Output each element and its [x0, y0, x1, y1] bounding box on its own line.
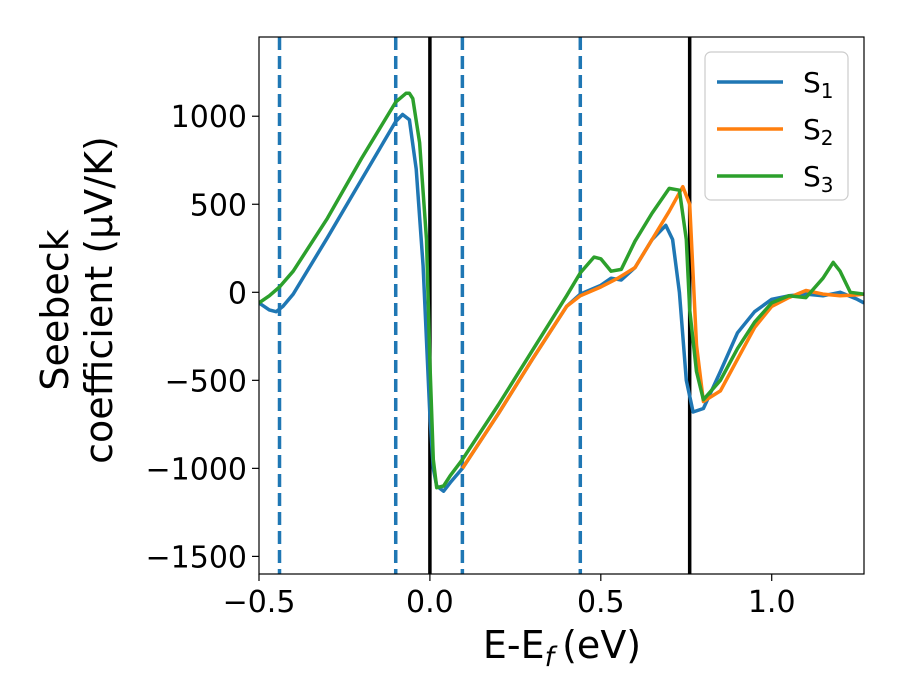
- y-tick-label: −500: [165, 364, 247, 399]
- series-line-2: [460, 184, 864, 470]
- x-axis-ticks: −0.5 0.0 0.5 1.0: [223, 574, 796, 620]
- y-axis-label-line1: Seebeck: [33, 229, 77, 390]
- y-axis-label-line2: coefficient (μV/K): [77, 136, 121, 464]
- legend: S1 S2 S3: [704, 51, 849, 201]
- series-lines: [259, 91, 864, 493]
- y-tick-label: −1000: [146, 452, 247, 487]
- series-line-3: [259, 91, 864, 490]
- x-axis-label: E-Ef (eV): [483, 623, 641, 673]
- y-tick-label: 1000: [171, 100, 247, 135]
- reference-lines: [277, 37, 692, 574]
- x-tick-label: 0.0: [406, 585, 454, 620]
- x-tick-label: 1.0: [748, 585, 796, 620]
- legend-label-3: S3: [803, 160, 834, 197]
- legend-label-2: S2: [803, 113, 834, 150]
- y-tick-label: −1500: [146, 540, 247, 575]
- legend-box: [704, 51, 849, 201]
- x-tick-label: −0.5: [223, 585, 296, 620]
- y-tick-label: 500: [190, 188, 247, 223]
- y-tick-label: 0: [228, 276, 247, 311]
- y-axis-ticks: −1500 −1000 −500 0 500 1000: [146, 100, 259, 575]
- legend-label-1: S1: [803, 66, 834, 103]
- x-tick-label: 0.5: [577, 585, 625, 620]
- plot-frame: [258, 36, 865, 575]
